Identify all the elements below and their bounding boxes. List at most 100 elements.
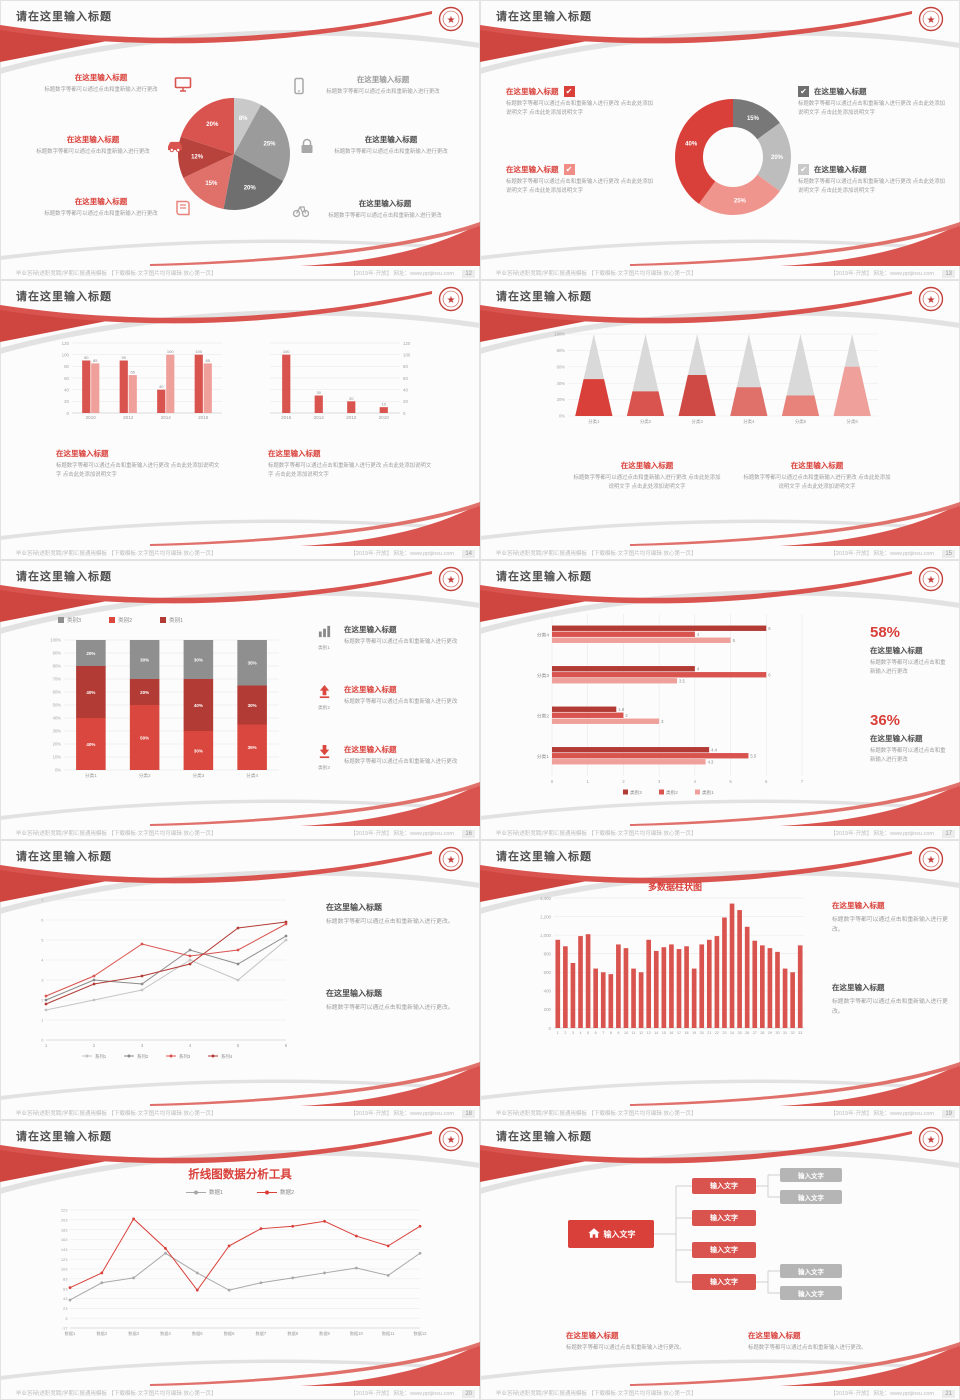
home-icon [587, 1226, 601, 1242]
svg-text:★: ★ [927, 15, 936, 26]
slide-14-thumbnail[interactable]: 请在这里输入标题 ★ 0 20 40 60 80 100 120 90 85 2010 90 65 20… [0, 280, 480, 560]
svg-text:6: 6 [595, 1031, 597, 1035]
slide-13-thumbnail[interactable]: 请在这里输入标题 ★ 15% 20% 25% 40% 在这里输入标题 ✔ 标题数字等都可… [480, 0, 960, 280]
item-body: 标题数字等都可以通过点击和重新输入进行更改 [344, 639, 458, 645]
svg-text:60%: 60% [557, 364, 566, 369]
svg-text:★: ★ [927, 1135, 936, 1146]
svg-text:40: 40 [159, 384, 164, 389]
footer-right-text: 【2019年·开放】 网址：www.pptjinsu.com [830, 831, 934, 837]
svg-text:26: 26 [745, 1031, 749, 1035]
school-logo-icon: ★ [438, 846, 464, 872]
svg-text:40%: 40% [194, 703, 203, 708]
grouped-bar-chart: 0 20 40 60 80 100 120 90 85 2010 90 65 2012 40 100 2014… [62, 341, 222, 420]
text-block: 在这里输入标题 标题数字等都可以通过点击和重新输入进行更改。 [566, 1330, 722, 1353]
text-block: 在这里输入标题 标题数字等都可以通过点击和重新输入进行更改 点击此处添加说明文字… [742, 460, 892, 492]
svg-text:2: 2 [564, 1031, 566, 1035]
footer-right-text: 【2019年·开放】 网址：www.pptjinsu.com [350, 1391, 454, 1397]
svg-text:分类3: 分类3 [537, 672, 550, 679]
svg-text:★: ★ [447, 295, 456, 306]
slide-19-thumbnail[interactable]: 请在这里输入标题 ★ 多数据柱状图 0 200 400 600 800 1,000 1,20… [480, 840, 960, 1120]
checklist-item: 在这里输入标题 ✔ 标题数字等都可以通过点击和重新输入进行更改 点击此处添加说明文… [506, 164, 656, 196]
svg-text:6: 6 [41, 918, 44, 923]
svg-text:类别1: 类别1 [702, 789, 714, 796]
svg-text:163: 163 [61, 1237, 68, 1242]
svg-text:40%: 40% [53, 716, 62, 721]
node-label: 输入文字 [798, 1173, 824, 1180]
slide-title: 请在这里输入标题 [16, 11, 112, 23]
svg-text:63: 63 [63, 1286, 68, 1291]
pie-callout-item: 在这里输入标题 标题数字等都可以通过点击和重新输入进行更改 [34, 72, 192, 95]
svg-text:22: 22 [715, 1031, 719, 1035]
svg-text:20%: 20% [771, 155, 784, 161]
svg-text:30: 30 [317, 390, 322, 395]
svg-text:数据8: 数据8 [287, 1330, 298, 1337]
svg-text:123: 123 [61, 1257, 68, 1262]
item-title: 在这里输入标题 [506, 165, 559, 174]
text-block: 在这里输入标题 标题数字等都可以通过点击和重新输入进行更改。 [832, 900, 948, 935]
svg-text:100%: 100% [50, 638, 61, 643]
block-title: 在这里输入标题 [832, 901, 885, 910]
svg-text:24: 24 [730, 1031, 734, 1035]
footer-right-text: 【2019年·开放】 网址：www.pptjinsu.com [830, 1111, 934, 1117]
svg-text:2: 2 [93, 1043, 96, 1048]
svg-text:分类4: 分类4 [537, 631, 550, 638]
svg-text:5: 5 [41, 938, 44, 943]
svg-text:数据1: 数据1 [65, 1330, 76, 1337]
svg-text:3.5: 3.5 [679, 678, 685, 683]
svg-text:23: 23 [63, 1306, 68, 1311]
block-body: 标题数字等都可以通过点击和重新输入进行更改。 [832, 999, 948, 1016]
svg-text:40: 40 [403, 387, 408, 392]
block-title: 在这里输入标题 [326, 903, 382, 912]
checkbox-icon: ✔ [798, 164, 809, 175]
page-number: 12 [462, 270, 475, 278]
svg-text:分类3: 分类3 [692, 418, 704, 425]
svg-text:8: 8 [610, 1031, 612, 1035]
slide-title: 请在这里输入标题 [16, 851, 112, 863]
slide-title: 请在这里输入标题 [16, 571, 112, 583]
svg-text:25: 25 [738, 1031, 742, 1035]
slide-20-thumbnail[interactable]: 请在这里输入标题 ★ 折线图数据分析工具 数据1 数据2 -17 3 23 43 63 8… [0, 1120, 480, 1400]
svg-text:类别2: 类别2 [666, 789, 678, 796]
page-number: 14 [462, 550, 475, 558]
callout-body: 标题数字等都可以通过点击和重新输入进行更改 [326, 89, 440, 95]
svg-text:系列2: 系列2 [137, 1053, 149, 1060]
diagram-node-gray: 输入文字 [780, 1190, 842, 1204]
slide-16-thumbnail[interactable]: 请在这里输入标题 ★ 类别3 类别2 类别1 0% 10% 20% 30% 40% 50%… [0, 560, 480, 840]
slide-decoration [0, 11, 480, 266]
svg-text:20%: 20% [53, 742, 62, 747]
svg-text:90%: 90% [53, 651, 62, 656]
slide-decoration [480, 571, 960, 826]
block-body: 标题数字等都可以通过点击和重新输入进行更改。 [748, 1345, 867, 1351]
svg-text:数据2: 数据2 [96, 1330, 107, 1337]
svg-text:12%: 12% [191, 154, 204, 160]
svg-text:★: ★ [447, 15, 456, 26]
svg-text:10: 10 [624, 1031, 628, 1035]
bar-chart: 0 20 40 60 80 100 120 100 2016 30 2014 20 2012 10 2010 [270, 341, 411, 420]
svg-text:1: 1 [45, 1043, 48, 1048]
svg-text:★: ★ [447, 1135, 456, 1146]
footer-left-text: 毕业答辩|述职竞聘|学期汇报通用模板 【下载模板·文字图片均可编辑·放心第一页】 [496, 1391, 697, 1397]
svg-text:6: 6 [285, 1043, 288, 1048]
svg-text:0: 0 [41, 1038, 44, 1043]
slide-12-thumbnail[interactable]: 请在这里输入标题 ★ 8% 25% 20% 15% 12% 20% 在这里输入标题 标题数字… [0, 0, 480, 280]
slide-18-thumbnail[interactable]: 请在这里输入标题 ★ 0 1 2 3 4 5 6 7 1 2 3 4 5 6 系列1 系列2 系列3 系列4 在这… [0, 840, 480, 1120]
checklist-item: 在这里输入标题 ✔ 标题数字等都可以通过点击和重新输入进行更改 点击此处添加说明文… [506, 86, 656, 118]
page-number: 18 [462, 1110, 475, 1118]
slide-17-thumbnail[interactable]: 请在这里输入标题 ★ 0 1 2 3 4 5 6 7 分类4 6 4 5 分类3 4 6 3.5 分类2 1.8 2… [480, 560, 960, 840]
svg-text:18: 18 [685, 1031, 689, 1035]
svg-text:3: 3 [661, 719, 664, 724]
slide-21-thumbnail[interactable]: 请在这里输入标题 ★ 输入文字 输入文字 输入文字 输入文字 输入文字 输入文字… [480, 1120, 960, 1400]
svg-text:100%: 100% [554, 332, 565, 337]
svg-text:40%: 40% [86, 742, 95, 747]
item-title: 在这里输入标题 [344, 685, 397, 694]
page-number: 20 [462, 1390, 475, 1398]
slide-title: 请在这里输入标题 [496, 571, 592, 583]
svg-text:4: 4 [580, 1031, 582, 1035]
slide-decoration [0, 851, 480, 1106]
diagram-node-red: 输入文字 [692, 1242, 756, 1258]
svg-text:400: 400 [544, 989, 552, 994]
svg-text:6: 6 [765, 779, 768, 784]
slide-15-thumbnail[interactable]: 请在这里输入标题 ★ 0% 20% 40% 60% 80% 100% 分类1 分类2 分类3 分类… [480, 280, 960, 560]
checklist-item: ✔ 在这里输入标题 标题数字等都可以通过点击和重新输入进行更改 点击此处添加说明文… [798, 86, 948, 118]
svg-text:60: 60 [403, 376, 408, 381]
